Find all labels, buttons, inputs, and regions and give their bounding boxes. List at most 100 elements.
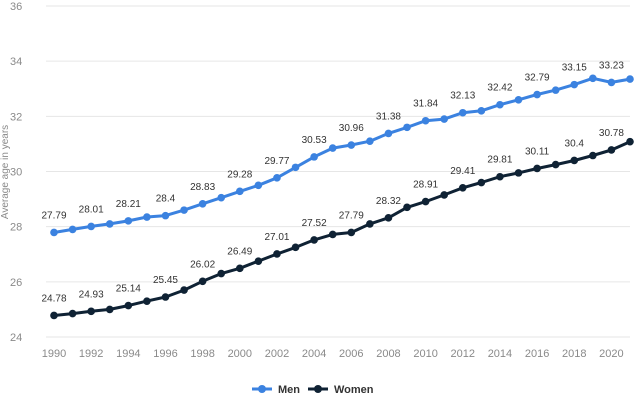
data-point-women[interactable] (124, 301, 133, 310)
data-point-men[interactable] (421, 116, 430, 125)
data-point-women[interactable] (328, 230, 337, 239)
data-point-women[interactable] (551, 160, 560, 169)
data-point-women[interactable] (105, 305, 114, 314)
data-label-women: 30.4 (565, 138, 585, 149)
data-point-men[interactable] (384, 129, 393, 138)
data-point-women[interactable] (421, 197, 430, 206)
data-point-women[interactable] (496, 172, 504, 181)
data-point-women[interactable] (180, 286, 188, 294)
data-label-women: 30.11 (525, 146, 550, 157)
x-tick-label: 1992 (79, 348, 103, 360)
data-point-men[interactable] (440, 115, 448, 123)
data-point-men[interactable] (143, 213, 151, 221)
data-point-men[interactable] (161, 211, 170, 220)
data-point-men[interactable] (310, 153, 318, 161)
data-point-men[interactable] (589, 74, 597, 83)
y-tick-label: 34 (10, 56, 22, 68)
data-point-women[interactable] (366, 220, 374, 228)
data-point-women[interactable] (514, 169, 523, 177)
data-label-men: 30.96 (339, 123, 364, 134)
data-point-women[interactable] (458, 183, 467, 192)
data-point-women[interactable] (384, 214, 393, 222)
data-point-men[interactable] (105, 220, 114, 228)
data-point-women[interactable] (254, 257, 263, 265)
data-label-women: 28.91 (413, 180, 438, 191)
data-point-men[interactable] (570, 80, 579, 89)
data-label-women: 26.02 (190, 259, 215, 270)
data-point-men[interactable] (496, 100, 504, 109)
data-point-men[interactable] (626, 75, 634, 83)
y-tick-label: 32 (10, 111, 22, 123)
data-point-women[interactable] (570, 156, 579, 165)
data-point-women[interactable] (50, 311, 58, 320)
data-point-women[interactable] (477, 178, 486, 187)
data-point-women[interactable] (440, 191, 448, 199)
x-tick-label: 2006 (339, 348, 363, 360)
x-tick-label: 2004 (302, 348, 326, 360)
data-point-men[interactable] (458, 108, 467, 117)
data-point-women[interactable] (161, 293, 170, 301)
data-point-men[interactable] (607, 78, 616, 87)
x-axis-ticks: 1990 1992 1994 1996 1998 2000 2002 2004 2006 2008… (42, 348, 624, 360)
data-point-men[interactable] (50, 228, 58, 237)
x-tick-label: 2010 (413, 348, 437, 360)
data-point-men[interactable] (514, 95, 523, 104)
data-point-men[interactable] (124, 217, 133, 225)
data-point-men[interactable] (87, 222, 95, 231)
data-point-men[interactable] (551, 86, 560, 94)
legend-marker-men (258, 385, 266, 393)
grid-lines (46, 5, 630, 338)
x-tick-label: 1994 (116, 348, 140, 360)
data-point-women[interactable] (626, 137, 634, 146)
data-label-men: 33.15 (562, 63, 587, 74)
data-point-men[interactable] (291, 163, 300, 172)
data-point-women[interactable] (589, 151, 597, 160)
legend-label-men[interactable]: Men (278, 384, 300, 396)
data-point-men[interactable] (273, 174, 281, 182)
data-point-men[interactable] (533, 90, 541, 99)
data-label-women: 27.79 (339, 210, 364, 221)
data-point-men[interactable] (477, 107, 486, 115)
data-point-women[interactable] (236, 264, 244, 273)
data-point-men[interactable] (403, 123, 411, 132)
data-label-men: 32.79 (525, 73, 550, 84)
x-tick-label: 2020 (599, 348, 623, 360)
data-point-women[interactable] (347, 228, 356, 237)
data-label-men: 32.13 (450, 91, 475, 102)
data-point-men[interactable] (198, 199, 207, 208)
data-point-men[interactable] (254, 181, 263, 190)
x-tick-label: 2016 (525, 348, 549, 360)
x-tick-label: 2008 (376, 348, 400, 360)
data-point-women[interactable] (291, 243, 300, 252)
data-point-women[interactable] (198, 277, 207, 286)
legend[interactable]: Men Women (252, 384, 374, 396)
y-axis-title: Average age in years (0, 125, 11, 219)
data-label-men: 33.23 (599, 60, 624, 71)
legend-label-women[interactable]: Women (334, 384, 374, 396)
data-label-men: 28.83 (190, 182, 215, 193)
data-point-women[interactable] (310, 236, 318, 244)
data-label-men: 29.77 (264, 156, 289, 167)
data-label-women: 27.52 (302, 218, 327, 229)
data-point-women[interactable] (87, 307, 95, 316)
y-tick-label: 26 (10, 277, 22, 289)
data-point-men[interactable] (236, 187, 244, 196)
data-point-women[interactable] (143, 297, 151, 305)
data-label-women: 27.01 (264, 232, 289, 243)
data-point-men[interactable] (347, 141, 356, 149)
data-point-women[interactable] (217, 269, 226, 278)
data-point-women[interactable] (533, 164, 541, 173)
data-point-women[interactable] (68, 309, 77, 318)
data-point-men[interactable] (366, 137, 374, 145)
data-point-men[interactable] (68, 225, 77, 234)
data-point-women[interactable] (273, 250, 281, 258)
y-tick-label: 36 (10, 1, 22, 13)
data-point-women[interactable] (403, 203, 411, 212)
data-point-women[interactable] (607, 146, 616, 154)
data-point-men[interactable] (217, 193, 226, 202)
data-point-men[interactable] (180, 206, 188, 214)
x-tick-label: 2012 (451, 348, 475, 360)
data-point-men[interactable] (328, 144, 337, 152)
x-tick-label: 1996 (153, 348, 177, 360)
